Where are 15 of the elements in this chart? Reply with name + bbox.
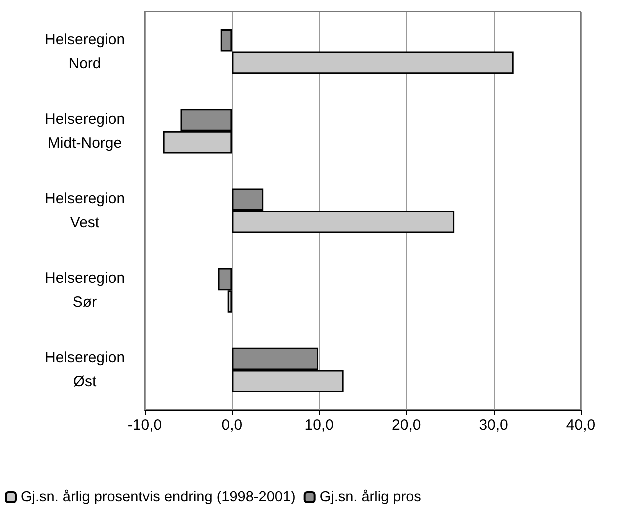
x-tick-label: 30,0 <box>479 417 508 434</box>
x-tick-label: 40,0 <box>566 417 596 434</box>
x-tick-label: 20,0 <box>392 417 422 434</box>
bar <box>220 30 232 52</box>
legend-label: Gj.sn. årlig pros <box>320 490 422 506</box>
y-tick-label: Helseregion Sør <box>44 270 126 312</box>
y-tick-label: Helseregion Øst <box>44 350 126 391</box>
x-tick-label: 10,0 <box>304 417 334 434</box>
y-tick-label: Helseregion Nord <box>44 31 126 72</box>
y-tick-label: Helseregion Vest <box>44 190 126 232</box>
x-tick-label: -10,0 <box>128 417 162 434</box>
legend-label: Gj.sn. årlig prosentvis endring (1998-2001) <box>21 490 296 506</box>
bar <box>232 52 514 74</box>
x-tick-label: 0,0 <box>222 417 243 434</box>
y-tick-label: Helseregion Midt-Norge <box>44 110 126 152</box>
